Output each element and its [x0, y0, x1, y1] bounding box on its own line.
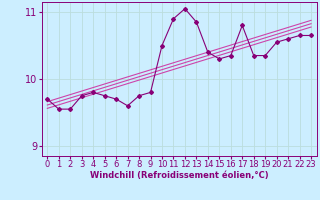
X-axis label: Windchill (Refroidissement éolien,°C): Windchill (Refroidissement éolien,°C) — [90, 171, 268, 180]
